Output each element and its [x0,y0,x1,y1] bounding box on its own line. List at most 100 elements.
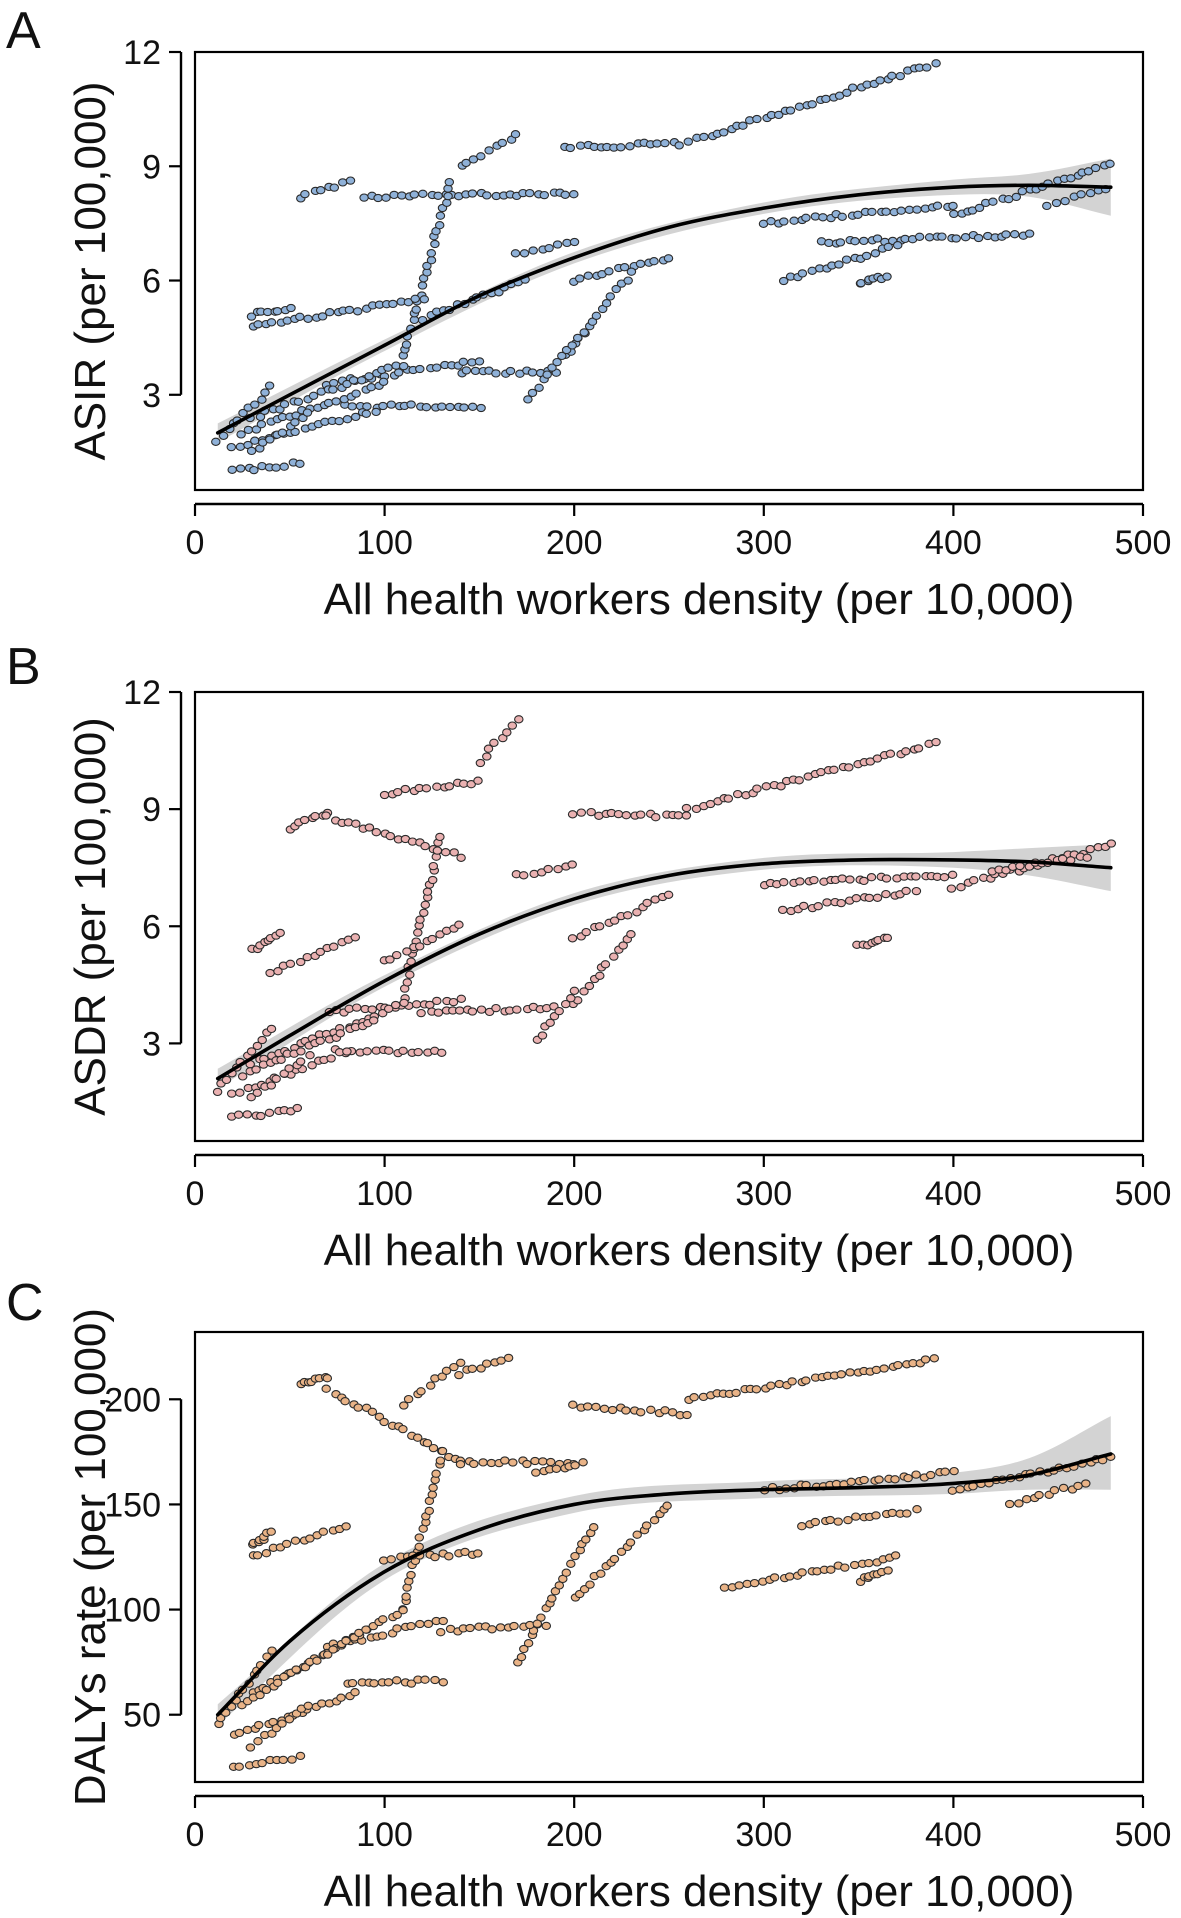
scatter-point [560,999,571,1009]
scatter-point [467,402,478,411]
scatter-point [234,1762,244,1771]
scatter-point [386,400,397,409]
scatter-point [470,366,481,376]
scatter-point [872,234,883,243]
scatter-point [619,263,630,272]
scatter-point [794,776,804,785]
scatter-point [591,1402,601,1412]
scatter-point [554,1581,565,1590]
scatter-point [253,1737,263,1746]
scatter-point [572,333,583,343]
y-tick-label: 6 [142,908,161,946]
y-tick-label: 50 [123,1697,161,1735]
scatter-point [611,284,621,294]
scatter-point [843,1515,853,1525]
scatter-point [367,1005,377,1014]
scatter-point [361,409,372,418]
scatter-point [341,1636,351,1645]
scatter-point [769,1573,780,1582]
scatter-point [542,370,552,379]
scatter-point [816,767,826,777]
scatter-point [864,893,875,903]
scatter-point [378,1615,388,1624]
x-tick-label: 100 [356,524,413,562]
scatter-point [609,916,620,925]
scatter-point [663,890,674,899]
scatter-point [859,236,869,246]
scatter-point [813,902,823,911]
scatter-point [524,188,535,198]
scatter-point [328,385,338,394]
scatter-point [423,1619,434,1629]
scatter-point [531,1468,541,1477]
scatter-point [221,1075,232,1085]
x-tick-label: 200 [546,1175,603,1213]
scatter-point [616,143,626,152]
scatter-point [277,428,288,437]
scatter-point [435,832,445,842]
scatter-point [911,872,921,881]
scatter-point [336,1693,346,1702]
scatter-point [474,357,485,366]
scatter-point [367,1407,378,1416]
scatter-point [271,463,281,472]
scatter-point [841,255,852,264]
scatter-point [295,957,306,967]
scatter-point [489,738,499,747]
scatter-point [290,418,300,427]
scatter-point [420,900,431,909]
scatter-point [482,191,492,200]
scatter-point [913,744,924,753]
scatter-point [266,318,277,327]
scatter-point [428,1483,438,1492]
scatter-point [719,1583,730,1592]
scatter-point [342,1047,352,1056]
scatter-point [887,1508,898,1518]
scatter-point [503,1353,514,1363]
scatter-point [578,1458,588,1467]
scatter-point [303,1701,313,1710]
scatter-point [318,1527,329,1536]
scatter-point [538,1457,548,1466]
scatter-point [845,875,855,884]
scatter-point [315,947,326,957]
scatter-point [250,436,260,445]
scatter-point [264,1108,275,1117]
scatter-point [308,391,319,400]
scatter-point [508,1458,518,1467]
scatter-point [836,898,846,908]
trend-line [215,183,1113,435]
scatter-point [502,728,512,737]
scatter-point [574,274,585,283]
scatter-point [443,191,453,201]
scatter-point [411,305,421,314]
scatter-point [1014,1499,1024,1508]
scatter-point [427,1490,438,1499]
scatter-point [882,933,893,943]
scatter-point [255,1690,265,1700]
scatter-point [569,190,579,199]
scatter-point [822,898,832,907]
scatter-point [885,749,896,758]
scatter-point [246,312,257,321]
scatter-point [527,368,538,377]
scatter-point [436,1048,447,1057]
scatter-point [609,1554,620,1564]
plot-frame [193,1330,1145,1784]
scatter-point [322,1650,333,1659]
scatter-point [328,942,339,951]
scatter-point [383,363,393,372]
scatter-point [632,908,642,917]
scatter-point [879,1364,889,1373]
scatter-point [350,1688,360,1697]
scatter-point [890,1551,901,1560]
scatter-point [369,1679,379,1688]
scatter-point [797,1522,807,1531]
scatter-point [347,402,357,411]
scatter-point [859,1475,869,1485]
scatter-point [798,901,809,911]
scatter-point [242,1110,253,1119]
x-tick-label: 100 [356,1175,413,1213]
scatter-point [461,366,472,375]
scatter-point [416,1387,426,1396]
